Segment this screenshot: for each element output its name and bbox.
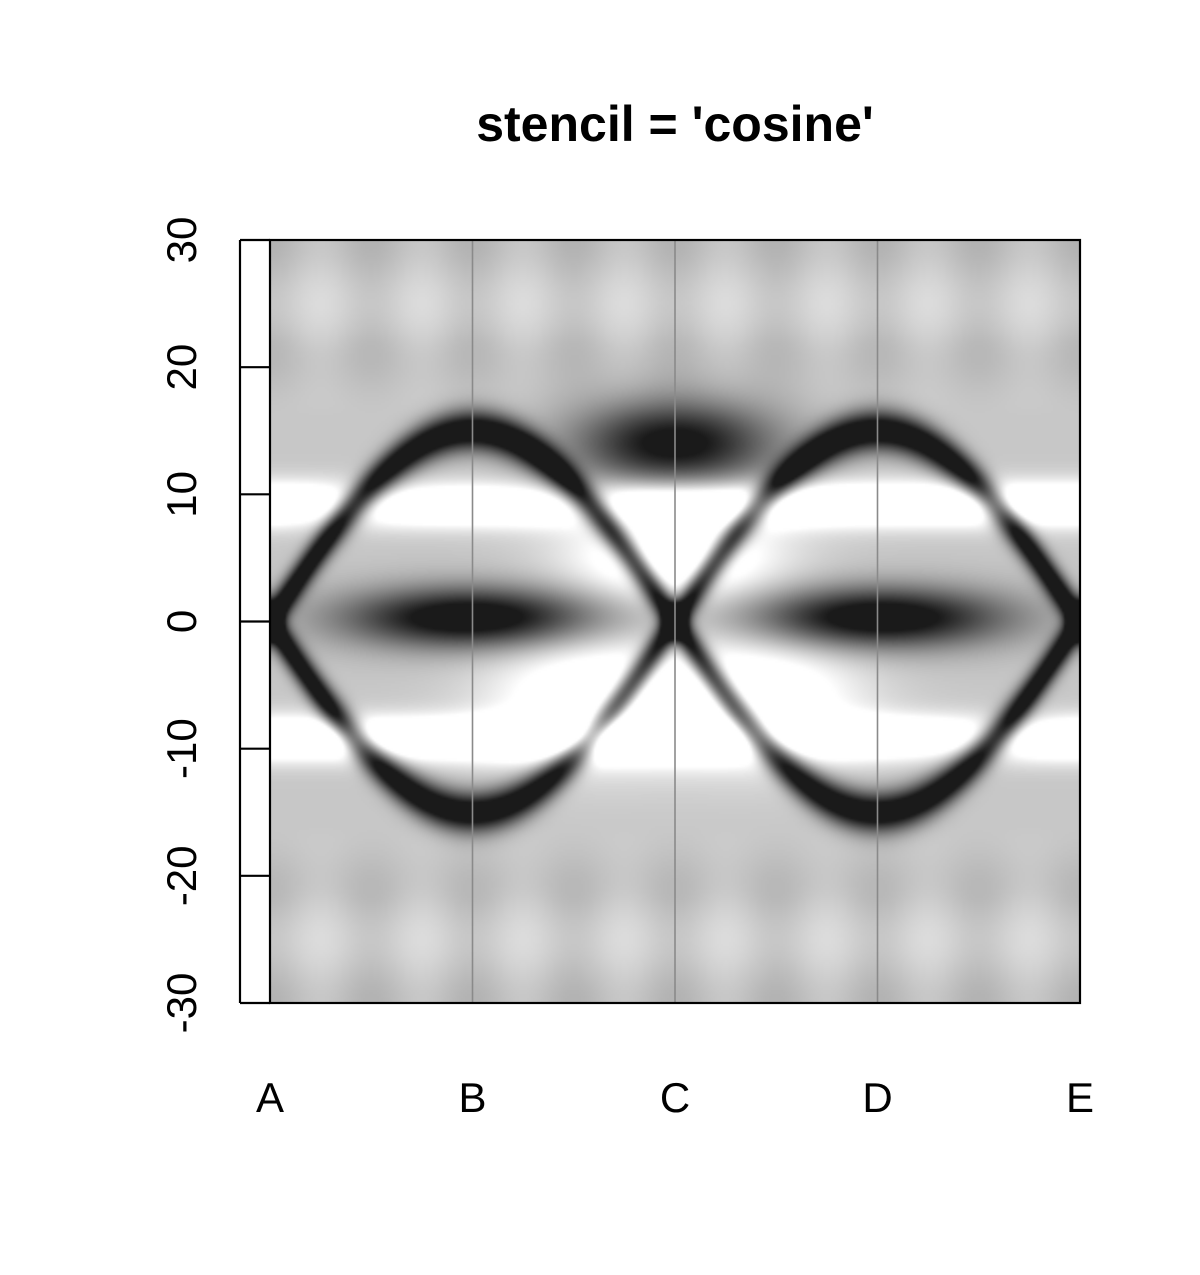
plot-area bbox=[268, 238, 1082, 1005]
y-tick-label: -10 bbox=[158, 718, 205, 779]
x-tick-label: E bbox=[1066, 1074, 1094, 1121]
y-tick-label: -30 bbox=[158, 973, 205, 1034]
x-tick-label: C bbox=[660, 1074, 690, 1121]
y-tick-label: 20 bbox=[158, 344, 205, 391]
y-tick-label: 0 bbox=[158, 610, 205, 633]
x-tick-label: B bbox=[458, 1074, 486, 1121]
y-tick-label: -20 bbox=[158, 845, 205, 906]
y-tick-label: 10 bbox=[158, 471, 205, 518]
y-tick-label: 30 bbox=[158, 217, 205, 264]
chart-title: stencil = 'cosine' bbox=[476, 96, 874, 152]
y-axis: -30 -20 -10 0 10 20 30 bbox=[158, 217, 270, 1034]
vertical-reference-lines bbox=[471, 240, 879, 1003]
x-tick-label: A bbox=[256, 1074, 284, 1121]
x-axis: A B C D E bbox=[256, 1074, 1094, 1121]
x-tick-label: D bbox=[862, 1074, 892, 1121]
